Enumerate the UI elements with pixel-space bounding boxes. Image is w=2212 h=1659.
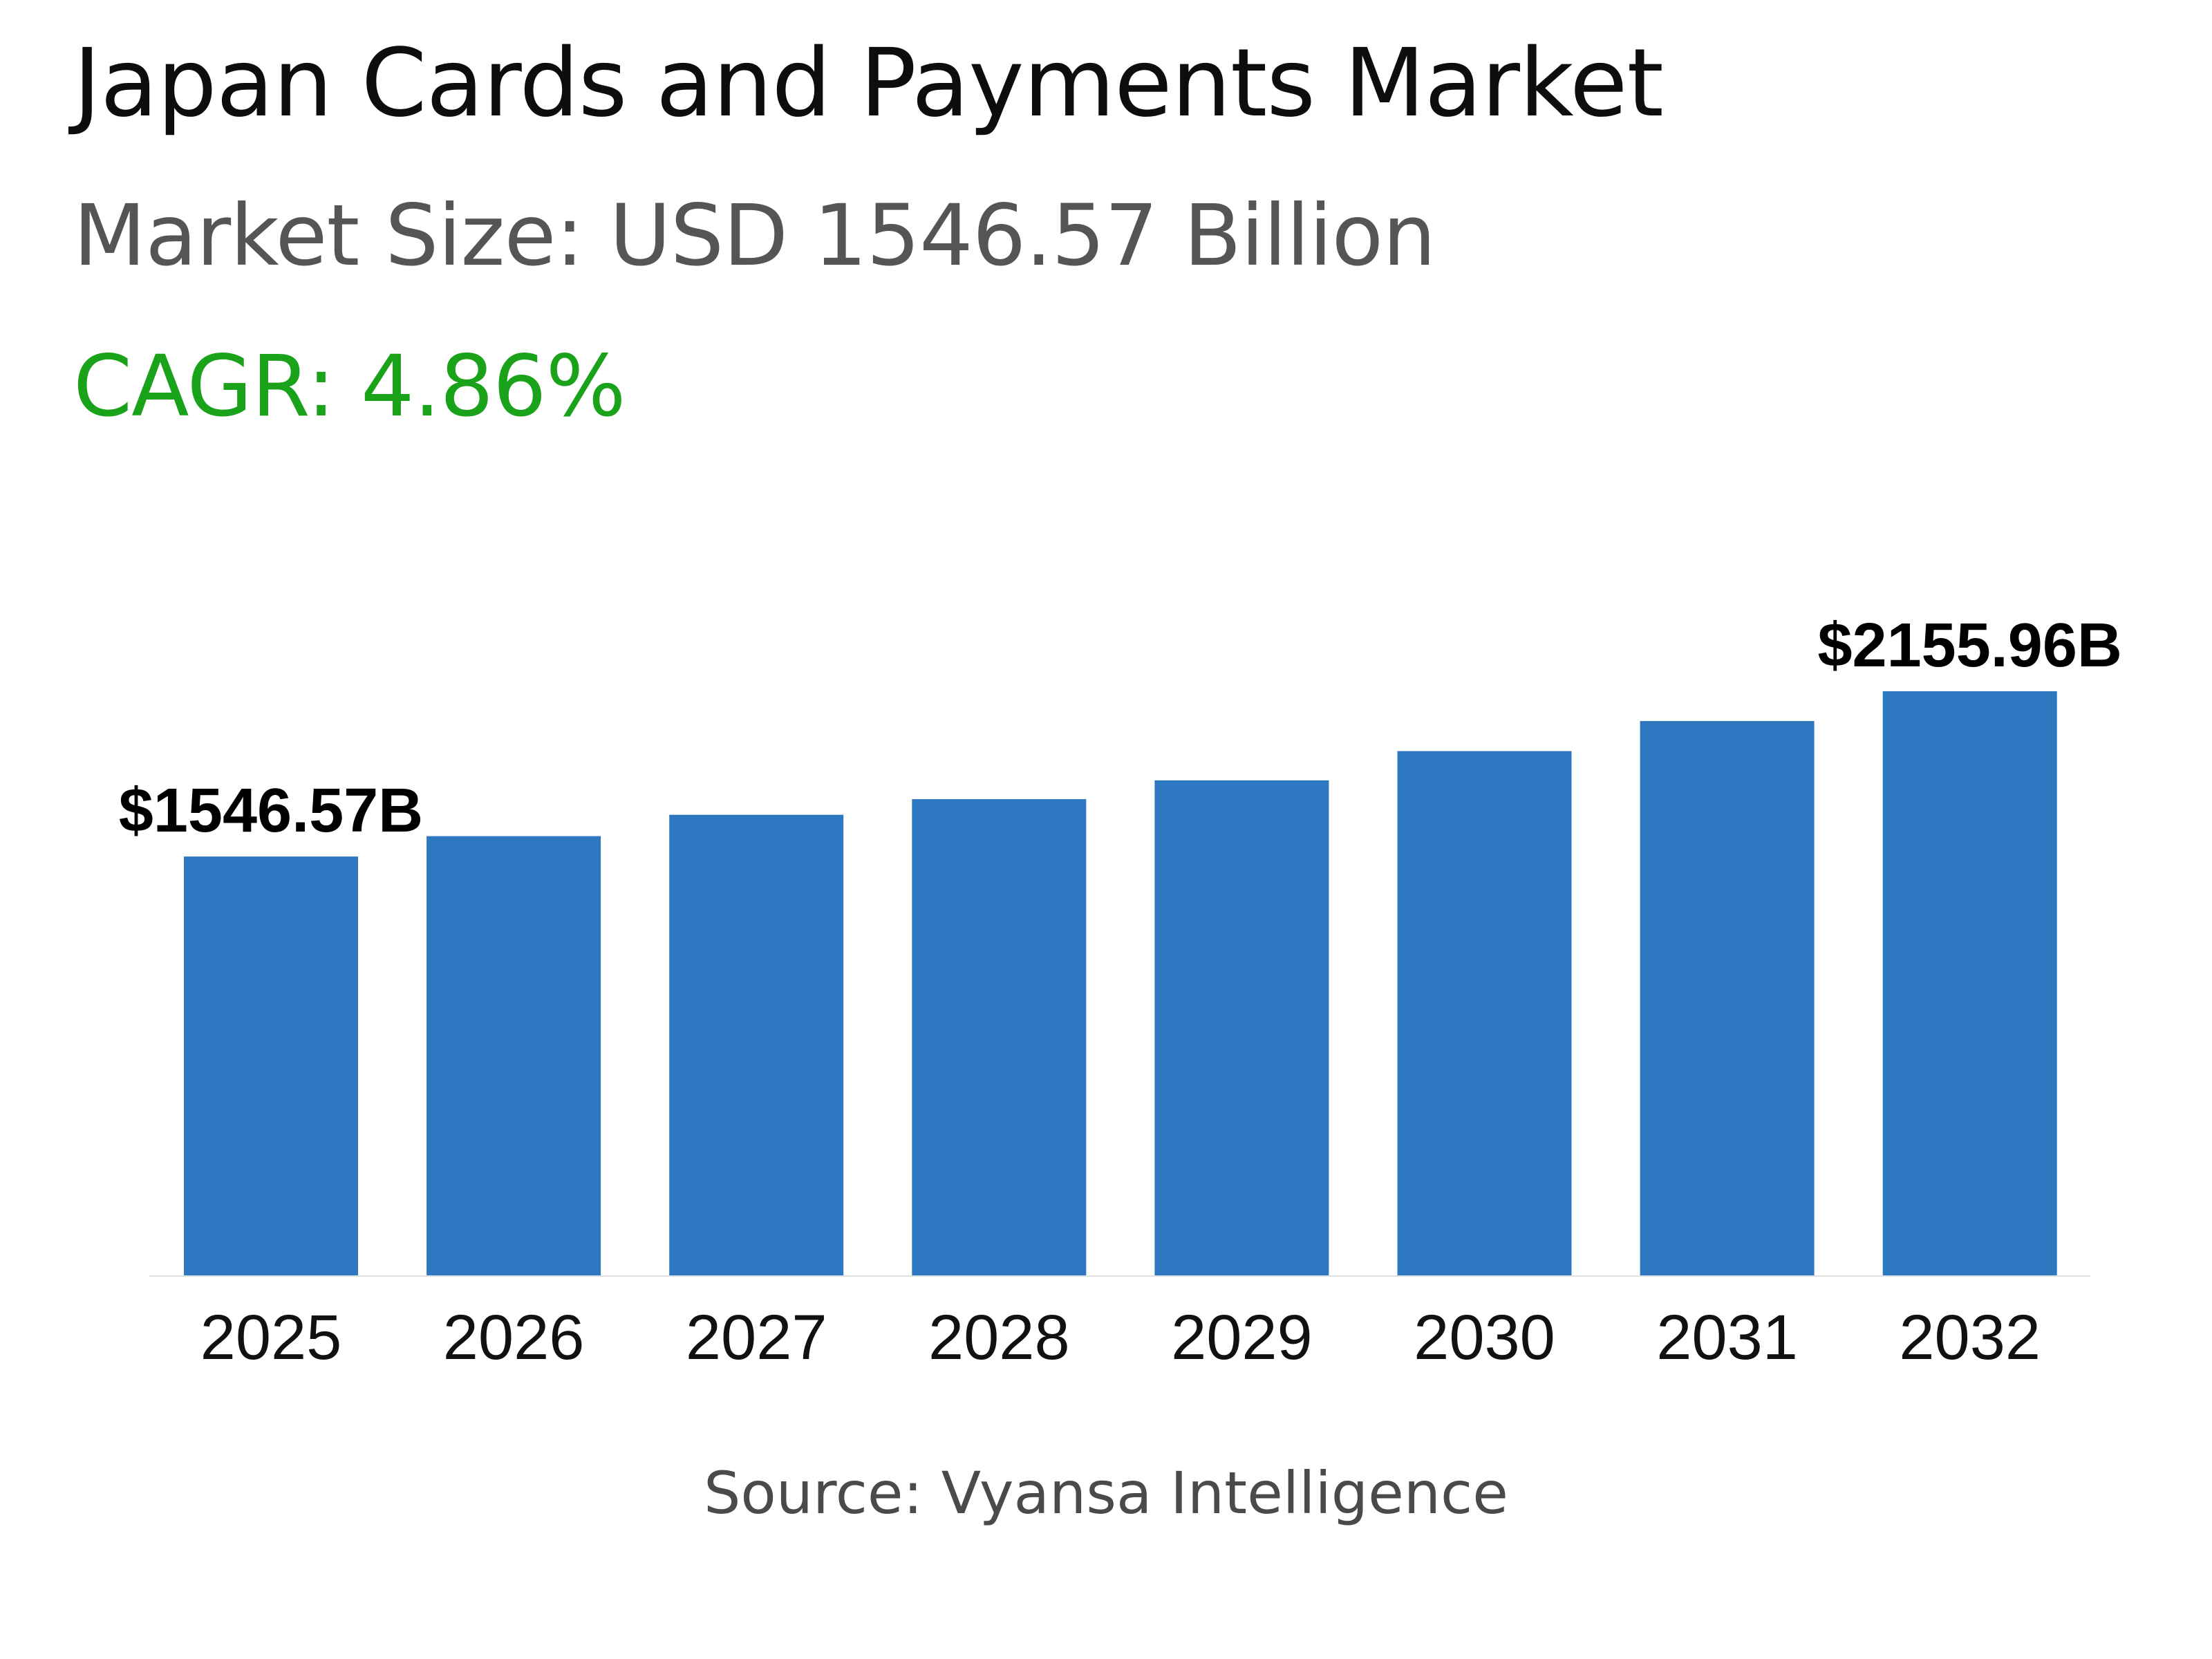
bar-2031: [1640, 721, 1815, 1276]
bar-group: [184, 691, 2057, 1276]
x-tick-label: 2032: [1899, 1302, 2041, 1373]
bar-2029: [1154, 780, 1329, 1276]
x-tick-label: 2027: [686, 1302, 827, 1373]
x-tick-labels: 2025 2026 2027 2028 2029 2030 2031 2032: [200, 1302, 2041, 1373]
x-tick-label: 2030: [1414, 1302, 1555, 1373]
chart-title: Japan Cards and Payments Market: [73, 29, 1664, 138]
x-tick-label: 2026: [443, 1302, 585, 1373]
market-size-subtitle: Market Size: USD 1546.57 Billion: [73, 187, 1436, 285]
source-note: Source: Vyansa Intelligence: [704, 1459, 1508, 1527]
bar-2028: [912, 799, 1087, 1276]
x-tick-label: 2028: [928, 1302, 1070, 1373]
bar-2027: [669, 814, 844, 1276]
x-tick-label: 2031: [1656, 1302, 1798, 1373]
bar-2025: [184, 856, 358, 1276]
bar-2030: [1397, 751, 1572, 1276]
bar-2026: [427, 836, 601, 1276]
cagr-subtitle: CAGR: 4.86%: [73, 337, 626, 435]
data-labels: $1546.57B $2155.96B: [119, 611, 2122, 845]
data-label: $2155.96B: [1818, 611, 2122, 680]
x-tick-label: 2025: [200, 1302, 342, 1373]
x-tick-label: 2029: [1171, 1302, 1313, 1373]
bar-2032: [1882, 691, 2057, 1276]
data-label: $1546.57B: [119, 776, 423, 845]
